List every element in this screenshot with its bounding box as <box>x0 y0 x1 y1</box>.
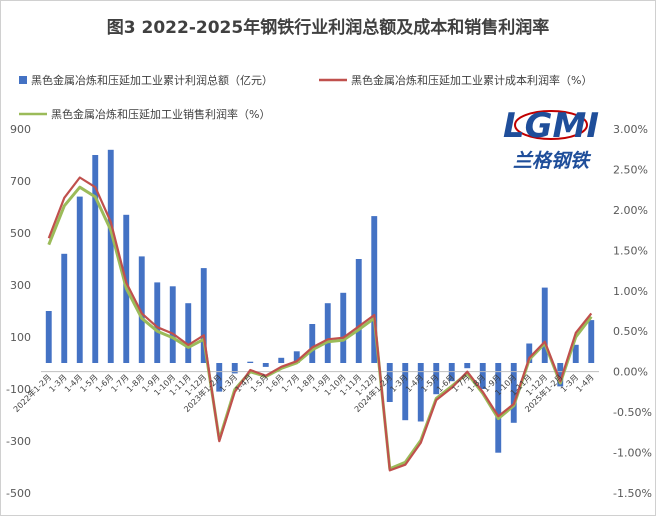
profit-bar <box>231 363 238 374</box>
left-tick-label: 100 <box>10 331 31 344</box>
profit-bar <box>557 363 564 387</box>
cost-margin-line <box>47 176 593 472</box>
profit-bar <box>371 216 378 363</box>
profit-bar <box>324 303 331 363</box>
profit-bar <box>185 303 192 363</box>
profit-bar <box>572 344 579 363</box>
profit-bar <box>61 253 68 363</box>
profit-bar <box>278 357 285 363</box>
left-tick-label: -100 <box>6 383 31 396</box>
profit-bar <box>526 343 533 363</box>
left-tick-label: 900 <box>10 123 31 136</box>
logo-ring-icon <box>514 110 588 140</box>
left-tick-label: -500 <box>6 487 31 500</box>
line-series <box>47 176 593 472</box>
right-tick-label: 0.00% <box>613 366 648 379</box>
profit-bar <box>433 363 440 395</box>
right-tick-label: 0.50% <box>613 325 648 338</box>
profit-bar <box>541 287 548 363</box>
profit-bar <box>154 282 161 363</box>
legend-label-cost-margin: 黑色金属冶炼和压延加工业累计成本利润率（%） <box>351 73 592 87</box>
profit-bar <box>464 363 471 369</box>
legend: 黑色金属冶炼和压延加工业累计利润总额（亿元） 黑色金属冶炼和压延加工业累计成本利… <box>19 73 592 121</box>
legend-label-profit: 黑色金属冶炼和压延加工业累计利润总额（亿元） <box>31 73 273 87</box>
left-axis: 900 700 500 300 100 -100 -300 -500 <box>6 123 31 500</box>
profit-bar <box>479 363 486 389</box>
profit-bar <box>200 268 207 363</box>
profit-bar <box>510 363 517 423</box>
right-tick-label: -1.50% <box>613 487 652 500</box>
profit-bar <box>107 149 114 363</box>
logo-name: 兰格钢铁 <box>513 150 592 172</box>
profit-bar <box>309 324 316 363</box>
profit-bar <box>216 363 223 392</box>
left-tick-label: 700 <box>10 175 31 188</box>
profit-bar <box>588 320 595 363</box>
legend-label-sales-margin: 黑色金属冶炼和压延加工业销售利润率（%） <box>51 107 270 121</box>
right-tick-label: 2.50% <box>613 163 648 176</box>
brand-logo: LGMI 兰格钢铁 <box>503 106 599 172</box>
profit-bar <box>340 292 347 363</box>
profit-bar <box>92 155 99 363</box>
left-tick-label: 500 <box>10 227 31 240</box>
profit-bar <box>495 363 502 453</box>
profit-bar <box>355 259 362 363</box>
profit-bar <box>45 311 52 363</box>
legend-swatch-bar <box>19 76 27 84</box>
right-tick-label: 1.00% <box>613 285 648 298</box>
right-tick-label: 1.50% <box>613 244 648 257</box>
bar-series <box>45 149 595 453</box>
sales-margin-line <box>47 185 593 471</box>
x-tick-label: 1-4月 <box>574 373 595 394</box>
logo-brand: LGMI <box>503 106 599 146</box>
profit-bar <box>417 363 424 422</box>
right-tick-label: -1.00% <box>613 447 652 460</box>
chart-title: 图3 2022-2025年钢铁行业利润总额及成本和销售利润率 <box>107 17 549 38</box>
profit-bar <box>293 351 300 363</box>
profit-bar <box>247 361 254 363</box>
profit-bar <box>402 363 409 421</box>
right-tick-label: 2.00% <box>613 204 648 217</box>
profit-bar <box>386 363 393 402</box>
profit-bar <box>138 256 145 363</box>
left-tick-label: 300 <box>10 279 31 292</box>
right-axis: 3.00% 2.50% 2.00% 1.50% 1.00% 0.50% 0.00% -0.50… <box>613 123 652 500</box>
left-tick-label: -300 <box>6 435 31 448</box>
right-tick-label: 3.00% <box>613 123 648 136</box>
profit-bar <box>76 196 83 363</box>
right-tick-label: -0.50% <box>613 406 652 419</box>
profit-bar <box>262 363 269 367</box>
profit-bar <box>169 286 176 363</box>
